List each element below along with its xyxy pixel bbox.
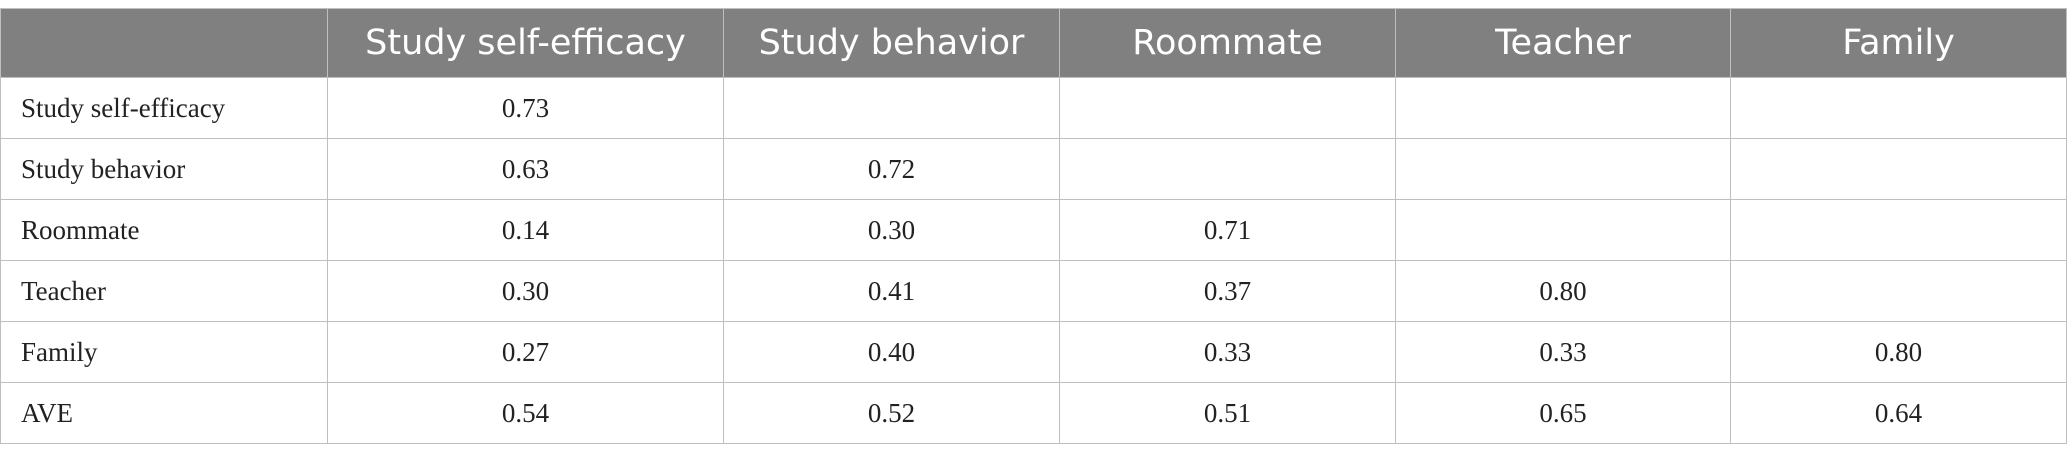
- table-cell: 0.65: [1395, 382, 1731, 444]
- header-cell-teacher: Teacher: [1395, 8, 1731, 78]
- table-cell: 0.33: [1059, 321, 1396, 383]
- table-cell: 0.73: [327, 77, 724, 139]
- table-cell: 0.80: [1730, 321, 2067, 383]
- table-cell: 0.80: [1395, 260, 1731, 322]
- table-cell: 0.71: [1059, 199, 1396, 261]
- table-cell: [1730, 138, 2067, 200]
- row-label: Study self-efficacy: [0, 77, 328, 139]
- table-row: Roommate 0.14 0.30 0.71: [0, 199, 2067, 261]
- table-cell: 0.72: [723, 138, 1060, 200]
- table-row: AVE 0.54 0.52 0.51 0.65 0.64: [0, 382, 2067, 444]
- table-row: Study behavior 0.63 0.72: [0, 138, 2067, 200]
- header-cell-study-behavior: Study behavior: [723, 8, 1060, 78]
- table-cell: 0.30: [723, 199, 1060, 261]
- header-row: Study self-efficacy Study behavior Roomm…: [0, 8, 2067, 78]
- table-cell: 0.40: [723, 321, 1060, 383]
- table-cell: [1059, 138, 1396, 200]
- header-cell-family: Family: [1730, 8, 2067, 78]
- header-cell-roommate: Roommate: [1059, 8, 1396, 78]
- header-cell-empty: [0, 8, 328, 78]
- table-cell: [723, 77, 1060, 139]
- table-row: Teacher 0.30 0.41 0.37 0.80: [0, 260, 2067, 322]
- row-label: Roommate: [0, 199, 328, 261]
- table-cell: [1395, 199, 1731, 261]
- table-cell: 0.52: [723, 382, 1060, 444]
- row-label: Family: [0, 321, 328, 383]
- table-cell: 0.64: [1730, 382, 2067, 444]
- table-row: Family 0.27 0.40 0.33 0.33 0.80: [0, 321, 2067, 383]
- correlation-table: Study self-efficacy Study behavior Roomm…: [0, 8, 2067, 444]
- table-cell: 0.14: [327, 199, 724, 261]
- table-cell: [1395, 77, 1731, 139]
- table-row: Study self-efficacy 0.73: [0, 77, 2067, 139]
- table-cell: [1730, 260, 2067, 322]
- table-cell: [1730, 199, 2067, 261]
- table-cell: 0.51: [1059, 382, 1396, 444]
- table-cell: 0.54: [327, 382, 724, 444]
- table-cell: 0.27: [327, 321, 724, 383]
- table-cell: [1730, 77, 2067, 139]
- row-label: Study behavior: [0, 138, 328, 200]
- row-label: AVE: [0, 382, 328, 444]
- table-cell: [1395, 138, 1731, 200]
- table-cell: 0.33: [1395, 321, 1731, 383]
- table-cell: 0.41: [723, 260, 1060, 322]
- table-cell: [1059, 77, 1396, 139]
- table-cell: 0.63: [327, 138, 724, 200]
- table-cell: 0.30: [327, 260, 724, 322]
- table-cell: 0.37: [1059, 260, 1396, 322]
- header-cell-study-self-efficacy: Study self-efficacy: [327, 8, 724, 78]
- row-label: Teacher: [0, 260, 328, 322]
